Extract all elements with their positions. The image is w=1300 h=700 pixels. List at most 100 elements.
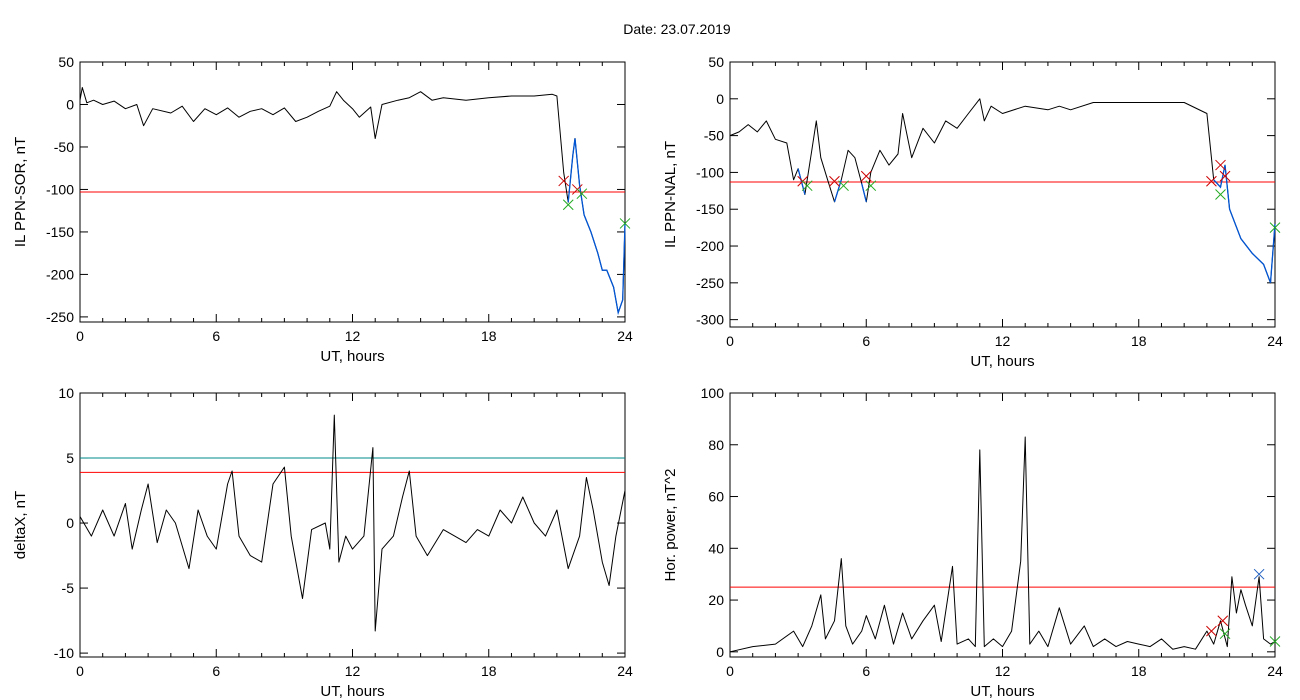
x-tick-label: 24 [617,328,633,344]
chart-deltax: 0 6 12 18 24 10 5 0 -5 -10 UT, hours deltaX, nT [12,385,633,700]
y-tick-label: -50 [704,128,724,144]
event-marker-stroke [860,170,872,182]
event-marker-stroke [1215,159,1226,171]
y-tick-label: 0 [716,91,724,107]
y-tick-label: 40 [708,540,724,556]
end-marker-stroke [838,180,849,192]
end-marker [838,180,849,192]
y-tick-label: 80 [708,437,724,453]
y-tick-label: 20 [708,592,724,608]
highlighted-series-line [797,168,806,195]
y-tick-label: 100 [701,385,725,401]
y-tick-label: 0 [716,644,724,660]
y-tick-label: -100 [696,164,724,180]
page-title: Date: 23.07.2019 [623,21,731,37]
y-tick-label: -200 [46,266,74,282]
x-tick-label: 18 [1131,333,1147,349]
x-tick-label: 18 [1131,663,1147,679]
data-series-line [79,414,626,632]
event-marker-stroke [558,175,570,187]
x-tick-label: 6 [862,333,870,349]
data-series-line [79,87,626,314]
x-tick-label: 12 [995,333,1011,349]
y-tick-label: 60 [708,489,724,505]
end-marker-stroke [1269,636,1281,647]
x-tick-label: 6 [212,663,220,679]
y-tick-label: -200 [696,238,724,254]
event-marker [829,175,840,187]
end-marker [801,180,813,192]
y-tick-label: -10 [54,645,74,661]
event-marker [860,170,872,182]
end-marker-stroke [562,199,574,211]
end-marker-stroke [865,180,877,192]
x-tick-label: 18 [481,663,497,679]
highlighted-series-line [833,179,842,203]
y-tick-label: -150 [696,201,724,217]
y-tick-label: -250 [46,309,74,325]
event-marker-stroke [1219,170,1231,182]
peak-marker [1253,568,1265,580]
end-marker-stroke [1269,222,1281,233]
chart-ppn-nal: 0 6 12 18 24 50 0 -50 -100 -150 -200 -250 -300 UT, ho… [662,54,1283,370]
end-marker-stroke [619,218,631,229]
x-tick-label: 0 [726,663,734,679]
x-tick-label: 6 [862,663,870,679]
x-tick-label: 12 [345,328,361,344]
event-marker-stroke [1206,625,1217,637]
x-axis-label: UT, hours [320,683,384,700]
x-tick-label: 0 [76,328,84,344]
x-tick-label: 12 [345,663,361,679]
y-tick-label: 10 [58,385,74,401]
plot-frame [729,392,1276,658]
end-marker [576,188,588,200]
event-marker [1215,159,1226,171]
y-tick-label: 0 [66,96,74,112]
y-tick-label: 0 [66,515,74,531]
highlighted-series-line [861,183,867,203]
x-tick-label: 24 [1267,663,1283,679]
y-axis-label: IL PPN-SOR, nT [12,137,29,247]
x-tick-label: 6 [212,328,220,344]
y-axis-label: Hor. power, nT^2 [662,469,679,582]
x-tick-label: 0 [76,663,84,679]
event-marker [1206,175,1217,187]
event-marker-stroke [829,175,840,187]
y-tick-label: -5 [62,580,75,596]
x-tick-label: 12 [995,663,1011,679]
end-marker-stroke [801,180,813,192]
y-tick-label: -100 [46,181,74,197]
event-marker-stroke [1206,175,1217,187]
chart-ppn-sor: 0 6 12 18 24 50 0 -50 -100 -150 -200 -250 UT, hours I… [12,54,633,365]
plot-frame [729,61,1276,328]
highlighted-series-line [1213,164,1276,284]
y-tick-label: 5 [66,450,74,466]
x-tick-label: 24 [1267,333,1283,349]
event-marker [558,175,570,187]
event-marker [1206,625,1217,637]
x-axis-label: UT, hours [320,348,384,365]
event-marker-stroke [1217,615,1229,627]
end-marker [562,199,574,211]
end-marker [1269,222,1281,233]
end-marker-stroke [1219,628,1231,640]
x-tick-label: 0 [726,333,734,349]
highlighted-series-line [567,138,626,316]
y-axis-label: deltaX, nT [12,491,29,559]
event-marker [1217,615,1229,627]
peak-marker-stroke [1253,568,1265,580]
x-axis-label: UT, hours [970,683,1034,700]
chart-hor-power: 0 6 12 18 24 100 80 60 40 20 0 UT, hours Hor. power,… [662,385,1283,700]
event-marker [1219,170,1231,182]
end-marker-stroke [1215,189,1226,200]
end-marker [865,180,877,192]
end-marker-stroke [576,188,588,200]
y-tick-label: 50 [58,54,74,70]
y-tick-label: -250 [696,275,724,291]
end-marker [619,218,631,229]
y-tick-label: -50 [54,139,74,155]
data-series-line [729,436,1276,653]
x-tick-label: 24 [617,663,633,679]
